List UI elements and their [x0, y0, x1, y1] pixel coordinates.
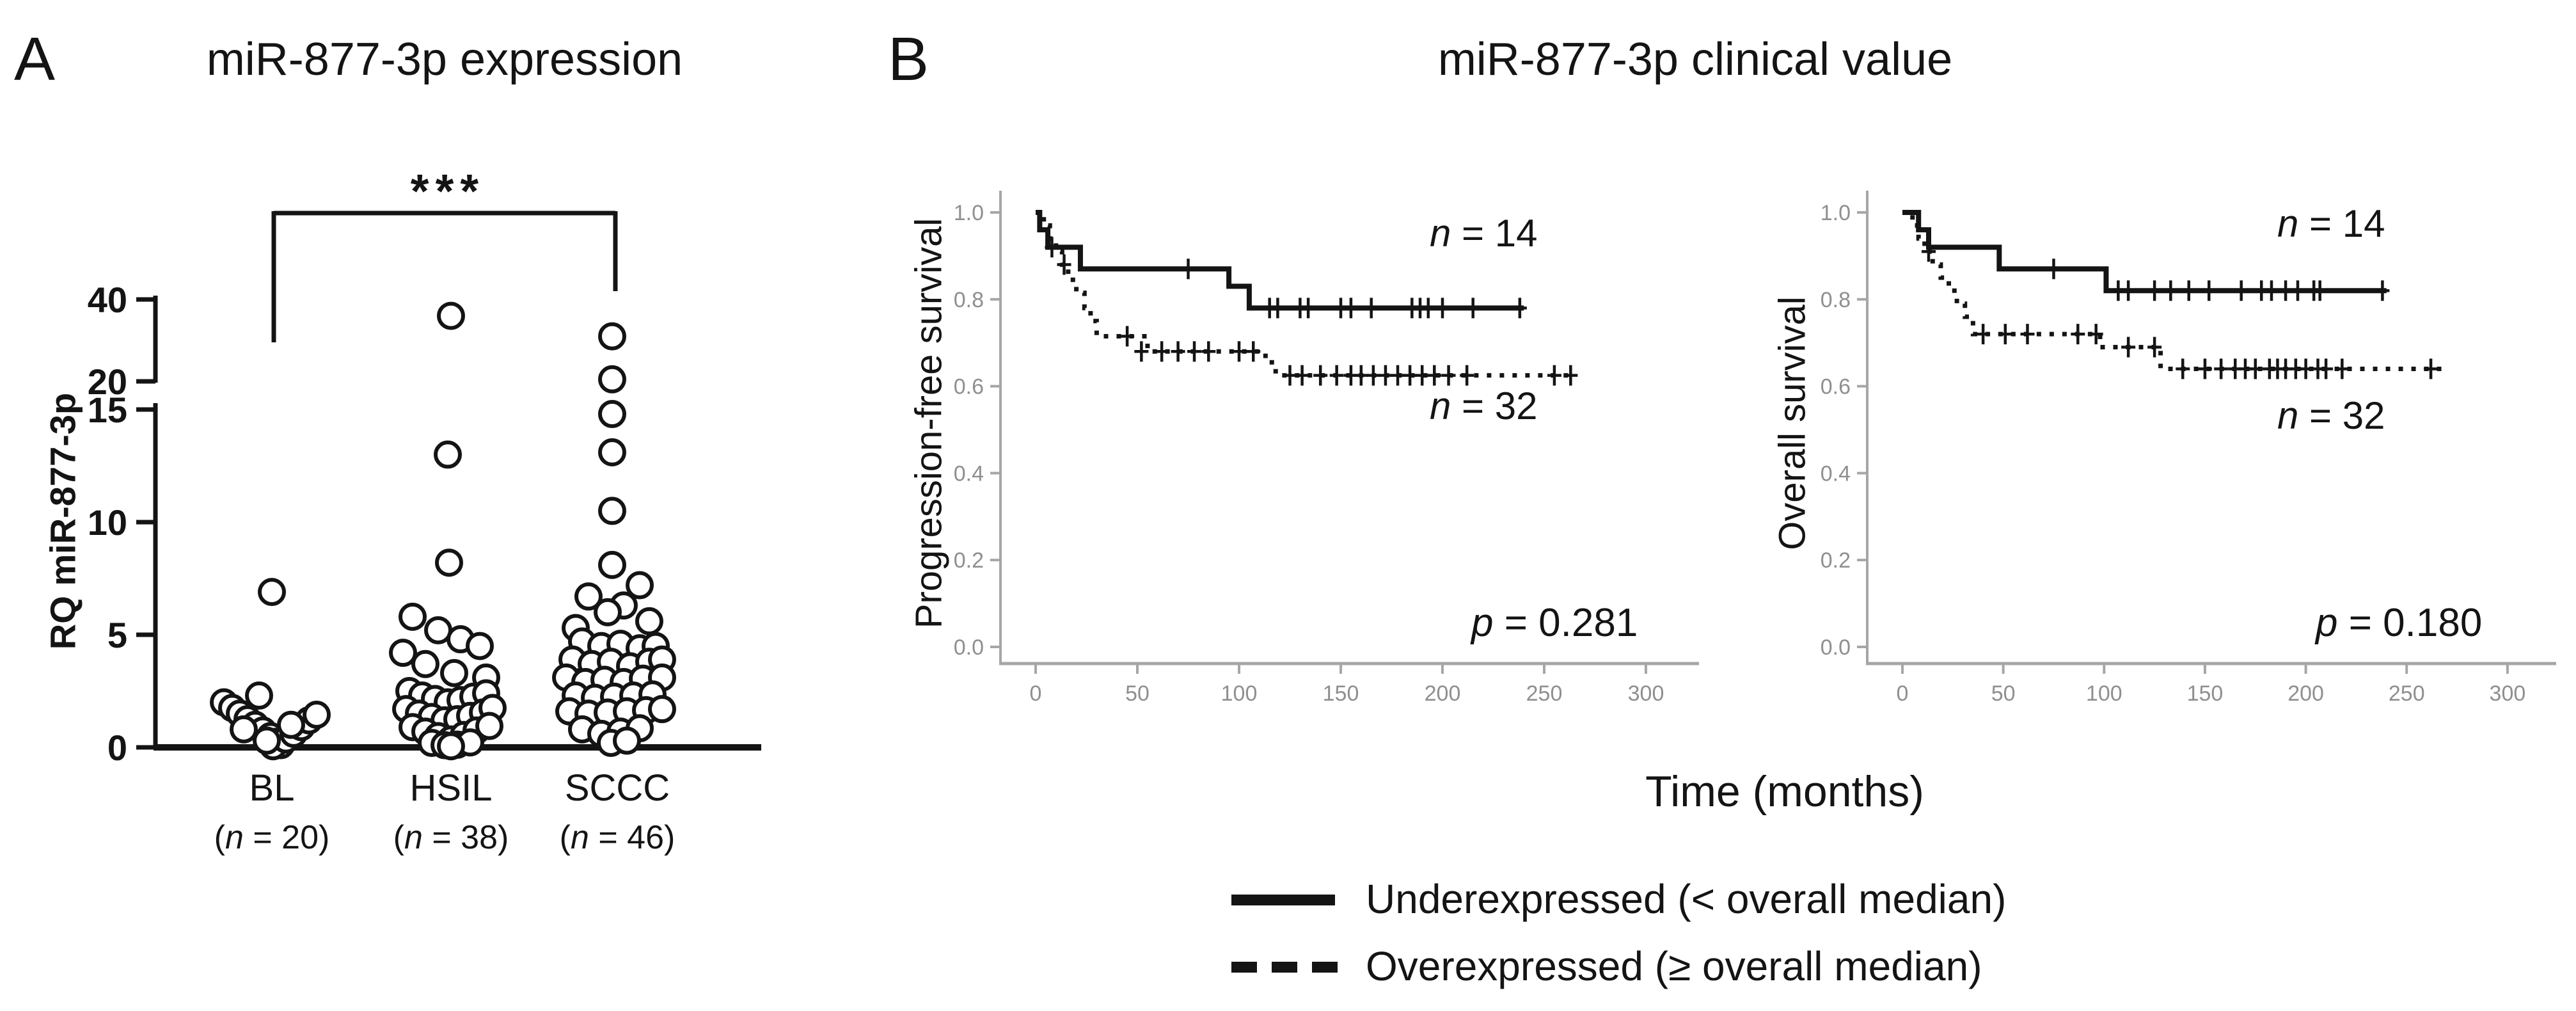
- data-point: [303, 700, 331, 729]
- data-point: [613, 726, 641, 755]
- km-y-tick-label: 0.6: [1821, 375, 1851, 399]
- km-y-tick-label: 0.0: [1821, 635, 1851, 660]
- data-point: [598, 365, 626, 394]
- km-curve-dashed: [1902, 210, 2443, 371]
- data-point: [411, 649, 439, 678]
- group-n: (n = 46): [559, 819, 676, 856]
- data-point: [648, 695, 676, 724]
- km-x-tick-label: 50: [1991, 681, 2016, 706]
- km-x-tick-label: 150: [1323, 681, 1359, 706]
- data-point: [399, 602, 427, 631]
- km-x-tick-label: 100: [1221, 681, 1258, 706]
- data-point: [598, 438, 626, 466]
- panel-a-title: miR-877-3p expression: [206, 34, 683, 85]
- km-x-tick-label: 50: [1125, 681, 1150, 706]
- significance-stars: ***: [410, 164, 486, 218]
- km-y-tick-label: 0.4: [1821, 461, 1851, 486]
- data-point: [258, 578, 286, 607]
- group-n: (n = 38): [393, 819, 509, 856]
- data-point: [475, 712, 503, 740]
- km-x-tick-label: 300: [1628, 681, 1664, 706]
- group-label-hsil: HSIL (n = 38): [349, 767, 553, 857]
- pfs-n-overexpressed: n = 32: [1430, 385, 1538, 427]
- km-x-tick-label: 0: [1897, 681, 1909, 706]
- km-y-tick-label: 0.8: [954, 288, 984, 312]
- os-n-underexpressed: n = 14: [2277, 202, 2385, 245]
- panel-a-letter: A: [14, 25, 56, 93]
- y-tick-label: 20: [88, 362, 127, 402]
- y-tick-label: 5: [107, 615, 127, 655]
- pfs-n-underexpressed: n = 14: [1430, 212, 1538, 255]
- data-point: [594, 598, 622, 626]
- data-point: [598, 322, 626, 351]
- km-x-tick-label: 100: [2086, 681, 2122, 706]
- km-y-tick-label: 0.2: [954, 548, 984, 573]
- km-x-tick-label: 0: [1030, 681, 1042, 706]
- legend-overexpressed-label: Overexpressed (≥ overall median): [1366, 943, 1982, 989]
- data-point: [466, 632, 494, 660]
- panel-a-y-axis-label: RQ miR-877-3p: [42, 392, 83, 650]
- data-point: [434, 440, 462, 469]
- km-x-tick-label: 250: [2389, 681, 2425, 706]
- data-point: [437, 301, 465, 330]
- os-n-overexpressed: n = 32: [2277, 394, 2385, 437]
- y-tick-label: 0: [107, 728, 127, 768]
- group-n: (n = 20): [214, 819, 330, 856]
- group-label-sccc: SCCC (n = 46): [515, 767, 720, 857]
- data-point: [598, 497, 626, 525]
- panel-b-title: miR-877-3p clinical value: [1437, 34, 1953, 85]
- km-y-tick-label: 1.0: [954, 201, 984, 225]
- km-x-tick-label: 300: [2490, 681, 2526, 706]
- km-y-tick-label: 1.0: [1821, 201, 1851, 225]
- panel-b-letter: B: [888, 25, 929, 93]
- km-y-tick-label: 0.8: [1821, 288, 1851, 312]
- os-p-value: p = 0.180: [2316, 601, 2483, 645]
- legend-underexpressed-label: Underexpressed (< overall median): [1366, 876, 2007, 922]
- pfs-y-axis-label: Progression-free survival: [908, 218, 950, 629]
- km-x-tick-label: 150: [2187, 681, 2224, 706]
- pfs-p-value: p = 0.281: [1471, 601, 1638, 645]
- km-y-tick-label: 0.6: [954, 375, 984, 399]
- data-point: [440, 658, 468, 687]
- data-point: [245, 681, 273, 710]
- km-y-tick-label: 0.2: [1821, 548, 1851, 573]
- km-curve-solid: [1036, 210, 1524, 311]
- km-y-tick-label: 0.0: [954, 635, 984, 660]
- y-tick-label: 15: [88, 390, 127, 430]
- group-name: SCCC: [564, 767, 670, 809]
- os-y-axis-label: Overall survival: [1771, 296, 1813, 550]
- data-point: [574, 582, 603, 611]
- group-name: BL: [249, 767, 295, 809]
- data-point: [635, 607, 663, 635]
- data-point: [253, 726, 281, 755]
- km-y-tick-label: 0.4: [954, 461, 984, 486]
- data-point: [598, 400, 626, 429]
- time-axis-label: Time (months): [1645, 767, 1924, 816]
- km-x-tick-label: 250: [1526, 681, 1563, 706]
- data-point: [435, 548, 463, 577]
- data-point: [277, 710, 305, 739]
- legend-solid-line-swatch: [1231, 895, 1335, 905]
- data-point: [437, 732, 465, 761]
- data-point: [230, 715, 258, 744]
- km-curve-solid: [1902, 210, 2387, 294]
- km-x-tick-label: 200: [1425, 681, 1461, 706]
- group-name: HSIL: [409, 767, 493, 809]
- km-x-tick-label: 200: [2288, 681, 2324, 706]
- y-tick-label: 10: [88, 502, 127, 543]
- data-point: [598, 550, 626, 579]
- y-tick-label: 40: [88, 280, 127, 320]
- data-point: [389, 639, 417, 667]
- legend-dashed-line-swatch: [1231, 962, 1339, 973]
- group-label-bl: BL (n = 20): [170, 767, 374, 857]
- data-point: [626, 571, 654, 600]
